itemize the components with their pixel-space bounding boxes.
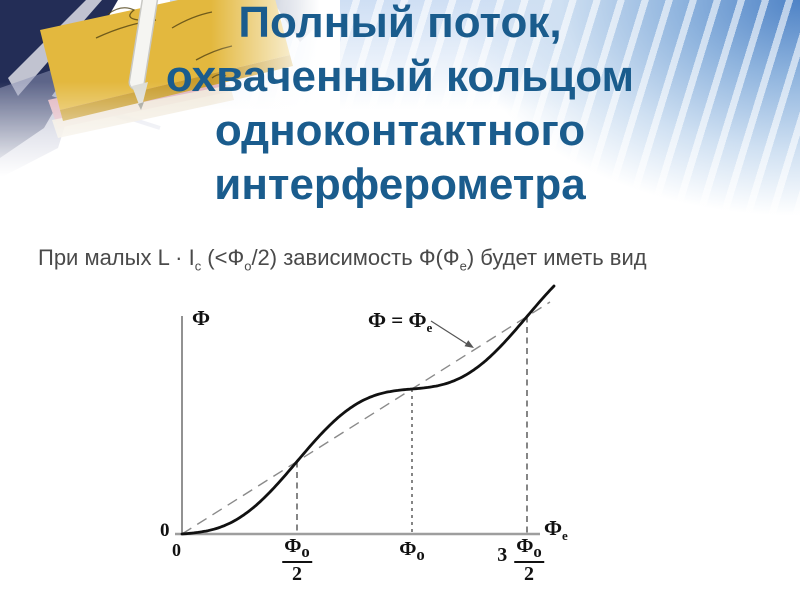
fraction-denominator: 2: [523, 562, 534, 585]
title-line-2: охваченный кольцом: [165, 52, 635, 101]
phi-subscript: о: [533, 542, 542, 561]
x-axis-label-main: Ф: [544, 516, 563, 540]
origin-zero-x: 0: [172, 540, 181, 560]
annotation-arrow-line: [430, 320, 468, 345]
coefficient-3: 3: [497, 544, 508, 566]
collage-fade-overlay: [0, 0, 340, 215]
fraction-numerator: Фо: [514, 536, 544, 563]
y-axis-label: Ф: [192, 306, 211, 330]
x-axis-label: Фе: [544, 516, 568, 544]
title-line-3: одноконтактного: [214, 106, 586, 155]
subscript-o: о: [244, 258, 252, 274]
tick-phi0: Фо: [399, 538, 425, 565]
fraction: Фо 2: [514, 536, 544, 586]
identity-line: [181, 301, 551, 535]
title-line-1: Полный поток,: [238, 0, 562, 47]
tick-3phi0-over-2: 3 Фо 2: [497, 536, 544, 586]
slide-title: Полный поток, охваченный кольцом однокон…: [0, 0, 800, 212]
phi-subscript: о: [416, 545, 425, 564]
flux-graph: Ф Фе Ф = Фе 0 0 Фо 2 Фо 3 Фо 2: [140, 282, 610, 600]
fraction-numerator: Фо: [282, 536, 312, 563]
phi-subscript: о: [301, 542, 310, 561]
body-part: При малых L: [38, 245, 169, 270]
body-part: (<Ф: [201, 245, 245, 270]
flux-curve: [180, 284, 556, 536]
body-part: /2) зависимость Ф(Ф: [251, 245, 460, 270]
fraction-denominator: 2: [291, 562, 302, 585]
decorative-photo-collage: [0, 0, 340, 215]
identity-line-label-main: Ф = Ф: [368, 308, 427, 332]
annotation-arrow-head: [464, 340, 474, 348]
subscript-c: c: [194, 258, 202, 274]
fraction: Фо 2: [282, 536, 312, 586]
subscript-e: е: [459, 258, 467, 274]
body-part: I: [188, 245, 195, 270]
x-axis-label-sub: е: [562, 528, 568, 544]
tick-phi0-over-2: Фо 2: [282, 536, 312, 586]
phi-glyph: Ф: [516, 535, 534, 557]
title-line-4: интерферометра: [214, 160, 586, 209]
middle-dot: ·: [169, 245, 189, 270]
body-part: ) будет иметь вид: [466, 245, 647, 270]
body-text: При малых L · Ic (<Фо/2) зависимость Ф(Ф…: [38, 245, 647, 273]
identity-line-label: Ф = Фе: [368, 308, 432, 336]
origin-zero-y: 0: [160, 520, 170, 541]
phi-glyph: Ф: [284, 535, 302, 557]
identity-line-label-sub: е: [426, 320, 433, 336]
graph-svg: [175, 284, 556, 536]
phi-glyph: Ф: [399, 538, 417, 560]
